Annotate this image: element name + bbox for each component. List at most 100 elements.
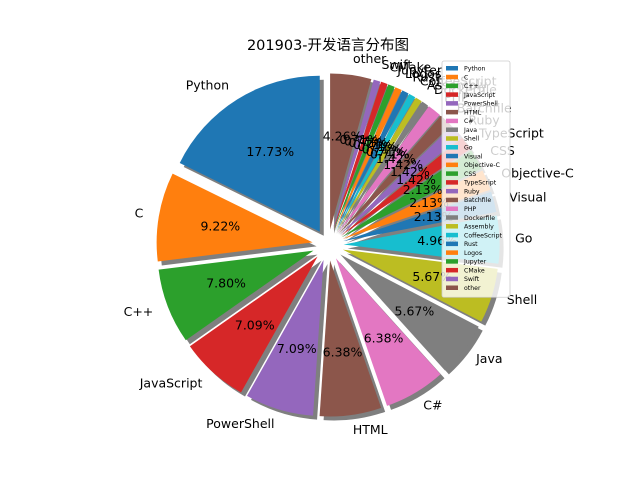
slice-label-javascript: JavaScript [139, 375, 203, 390]
pie-slice-batchfile [338, 115, 451, 234]
slice-label-logos: Logos [405, 66, 442, 81]
legend-label-visual: Visual [464, 153, 483, 160]
legend-swatch-swift [446, 276, 458, 282]
legend-label-swift: Swift [464, 276, 480, 283]
legend-label-dockerfile: Dockerfile [464, 215, 495, 222]
slice-label-rust: Rust [413, 69, 441, 84]
pie-slice-ruby [339, 126, 462, 235]
legend-label-batchfile: Batchfile [464, 197, 491, 204]
legend-swatch-batchfile [446, 197, 458, 203]
slice-percent-batchfile: 1.42% [383, 157, 423, 172]
pie-slice-other [330, 73, 372, 230]
slice-percent-html: 6.38% [323, 345, 363, 360]
slice-label-other: other [353, 51, 387, 66]
slice-percent-dockerfile: 0.71% [370, 147, 410, 162]
slice-label-jupyter: Jupyter [396, 63, 443, 78]
legend-swatch-objective-c [446, 162, 458, 168]
slice-percent-other: 4.26% [323, 128, 363, 143]
pie-slice-javascript [189, 256, 318, 393]
slice-percent-swift: 0.71% [339, 132, 379, 147]
legend-label-java: Java [463, 127, 477, 134]
slice-label-swift: Swift [382, 57, 413, 72]
legend-swatch-c [446, 118, 458, 124]
legend-swatch-other [446, 285, 458, 290]
pie-slice-c [156, 173, 313, 262]
slice-label-c: C [135, 205, 144, 220]
legend-swatch-javascript [446, 92, 458, 97]
slice-label-cmake: CMake [389, 60, 431, 75]
legend-label-jupyter: Jupyter [463, 259, 487, 266]
pie-slice-python [179, 75, 320, 232]
legend-label-assembly: Assembly [464, 224, 494, 231]
slice-percent-assembly: 0.71% [366, 144, 406, 159]
legend-swatch-ruby [446, 188, 458, 194]
legend-label-powershell: PowerShell [464, 101, 498, 108]
pie-slice-c [158, 250, 314, 341]
chart-title: 201903-开发语言分布图 [247, 37, 409, 54]
legend-swatch-shell [446, 136, 458, 141]
slice-label-html: HTML [353, 422, 388, 437]
legend-swatch-jupyter [446, 259, 458, 264]
legend-label-other: other [464, 285, 481, 292]
legend-label-rust: Rust [464, 241, 478, 248]
slice-percent-c: 9.22% [200, 218, 240, 233]
slice-percent-cmake: 0.71% [344, 133, 384, 148]
slice-label-java: Java [475, 351, 502, 366]
legend-frame [441, 60, 511, 298]
pie-slice-assembly [336, 97, 422, 232]
slice-percent-typescript: 1.42% [396, 172, 436, 187]
slice-label-objective-c: Objective-C [501, 166, 574, 181]
slice-percent-ruby: 1.42% [390, 164, 430, 179]
legend-label-python: Python [464, 66, 486, 73]
legend-swatch-c [446, 83, 458, 89]
slice-percent-powershell: 7.09% [277, 341, 317, 356]
slice-percent-java: 5.67% [395, 303, 435, 318]
slice-label-c: C# [423, 398, 442, 413]
pie-slice-cmake [333, 81, 388, 231]
legend-label-c: C# [464, 118, 474, 125]
legend-swatch-assembly [446, 224, 458, 229]
pie-slice-dockerfile [336, 101, 429, 233]
legend-swatch-powershell [446, 101, 458, 106]
legend-swatch-visual [446, 153, 458, 159]
pie-slice-html [319, 260, 382, 417]
legend-swatch-coffeescript [446, 232, 458, 238]
slice-percent-python: 17.73% [246, 144, 294, 159]
legend-swatch-python [446, 66, 458, 71]
legend-swatch-css [446, 171, 458, 176]
slice-label-visual: Visual [509, 189, 546, 204]
legend-label-c: C [464, 74, 468, 81]
legend-swatch-logos [446, 250, 458, 255]
pie-slice-c [335, 258, 441, 406]
legend-label-logos: Logos [464, 250, 482, 257]
legend-swatch-go [446, 145, 458, 150]
slice-percent-logos: 0.71% [353, 137, 393, 152]
slice-percent-jupyter: 0.71% [349, 135, 389, 150]
legend-swatch-dockerfile [446, 215, 458, 220]
legend-swatch-c [446, 74, 458, 80]
slice-label-python: Python [186, 78, 229, 93]
slice-percent-c: 7.80% [206, 276, 246, 291]
pie-slice-coffeescript [335, 93, 416, 232]
pie-slice-jupyter [333, 84, 395, 231]
legend-swatch-html [446, 109, 458, 115]
legend-label-typescript: TypeScript [463, 180, 497, 187]
legend-swatch-rust [446, 241, 458, 247]
pie-slice-powershell [247, 259, 324, 416]
legend-label-c: C++ [464, 83, 479, 90]
legend-label-php: PHP [464, 206, 476, 213]
pie-slice-php [337, 106, 440, 233]
legend-label-ruby: Ruby [464, 188, 480, 195]
slice-percent-coffeescript: 0.71% [362, 141, 402, 156]
slice-percent-css: 2.13% [403, 182, 443, 197]
slice-percent-c: 6.38% [364, 330, 404, 345]
legend-label-html: HTML [464, 109, 482, 116]
slice-label-shell: Shell [507, 292, 537, 307]
pie-slice-java [340, 254, 479, 371]
legend-swatch-cmake [446, 267, 458, 273]
legend-swatch-php [446, 206, 458, 211]
legend-swatch-java [446, 127, 458, 132]
